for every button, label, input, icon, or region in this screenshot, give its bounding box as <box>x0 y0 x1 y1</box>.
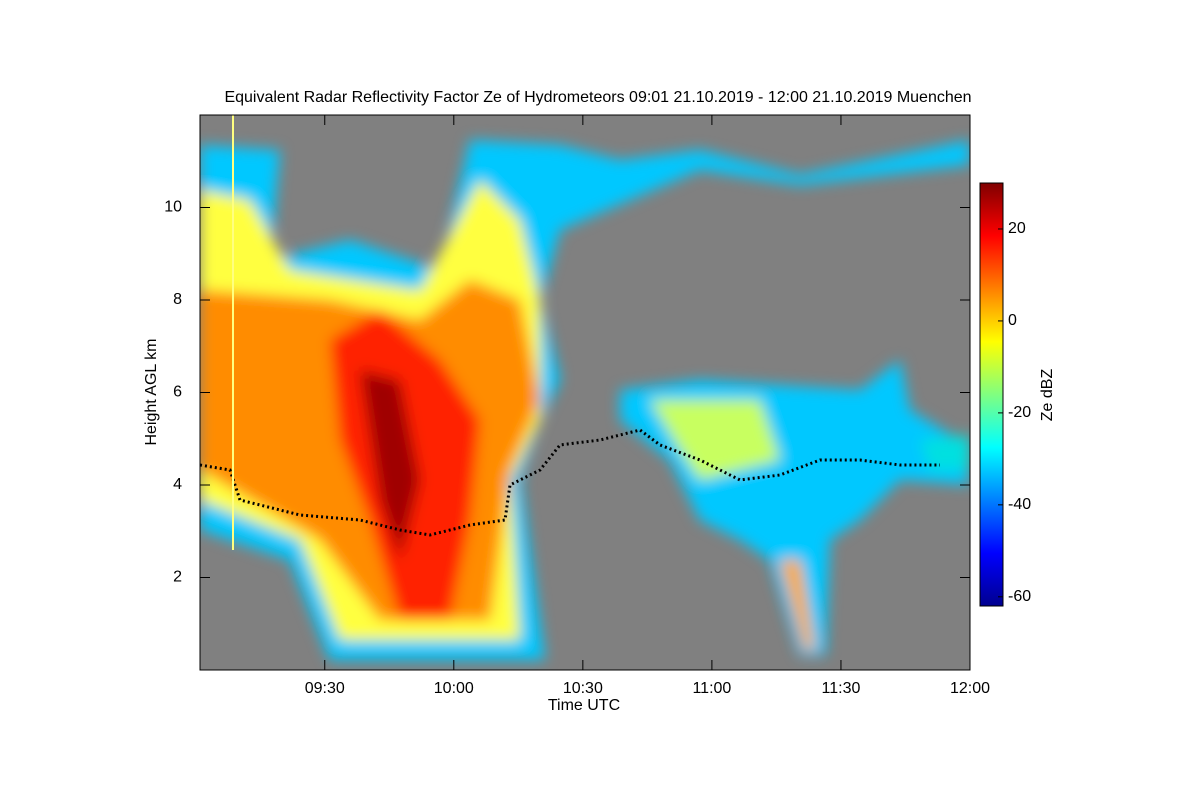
colorbar <box>979 182 1004 607</box>
y-tick-label: 6 <box>173 384 182 401</box>
x-tick-label: 10:30 <box>563 680 603 697</box>
x-tick-label: 12:00 <box>950 680 990 697</box>
y-tick-label: 2 <box>173 569 182 586</box>
y-tick-label: 4 <box>173 476 182 493</box>
y-axis-label: Height AGL km <box>143 338 160 445</box>
chart-title: Equivalent Radar Reflectivity Factor Ze … <box>224 89 971 106</box>
x-tick-label: 11:30 <box>822 680 861 697</box>
x-axis-label: Time UTC <box>548 697 620 714</box>
x-tick-label: 09:30 <box>305 680 345 697</box>
colorbar-tick-label: 0 <box>1008 312 1017 329</box>
reflectivity-field <box>200 115 970 660</box>
colorbar-tick-label: -40 <box>1008 496 1031 513</box>
colorbar-label: Ze dBZ <box>1039 369 1056 422</box>
x-tick-label: 10:00 <box>434 680 474 697</box>
colorbar-tick-label: -20 <box>1008 404 1031 421</box>
colorbar-tick-label: -60 <box>1008 588 1031 605</box>
colorbar-tick-label: 20 <box>1008 220 1026 237</box>
y-tick-label: 10 <box>164 199 182 216</box>
x-tick-label: 11:00 <box>692 680 731 697</box>
y-tick-label: 8 <box>173 291 182 308</box>
